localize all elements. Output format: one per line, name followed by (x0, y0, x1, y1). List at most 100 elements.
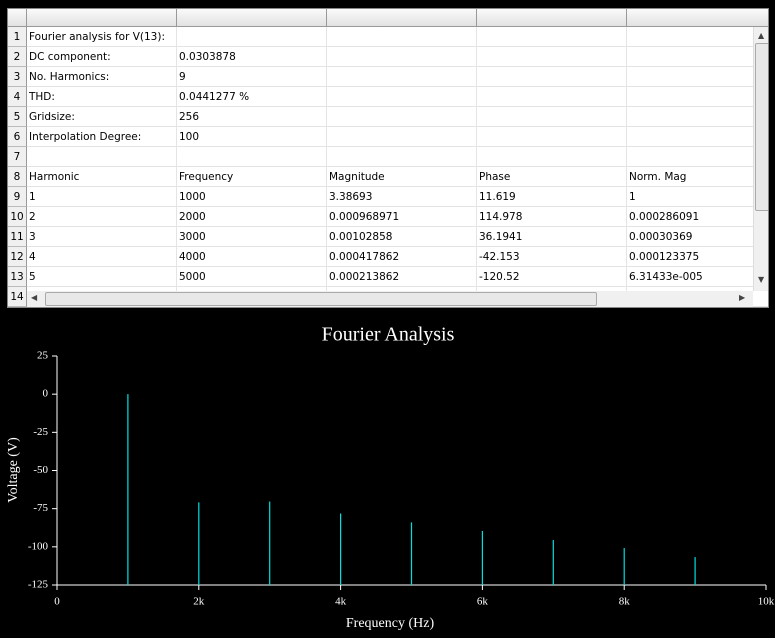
scroll-right[interactable]: ▶ (739, 293, 746, 302)
column-header[interactable] (627, 9, 768, 27)
row-number: 10 (8, 207, 27, 227)
table-cell (627, 67, 768, 87)
y-tick-label: -50 (33, 464, 48, 476)
table-cell: 0.000968971 (327, 207, 477, 227)
table-cell: Norm. Mag (627, 167, 768, 187)
row-number: 4 (8, 87, 27, 107)
scroll-thumb[interactable] (755, 43, 768, 211)
y-tick-label: 25 (37, 350, 49, 362)
table-cell (477, 127, 627, 147)
table-cell: 1 (627, 187, 768, 207)
table-cell: Gridsize: (27, 107, 177, 127)
table-cell: Harmonic (27, 167, 177, 187)
table-cell: 2000 (177, 207, 327, 227)
table-cell (477, 147, 627, 167)
table-cell (477, 27, 627, 47)
table-cell: 0.000417862 (327, 247, 477, 267)
y-tick-label: -75 (33, 502, 48, 514)
row-number: 13 (8, 267, 27, 287)
table-cell (477, 67, 627, 87)
table-cell: 0.0441277 % (177, 87, 327, 107)
scroll-left[interactable]: ◀ (31, 293, 38, 302)
y-tick-label: -100 (28, 540, 49, 552)
table-cell: 3.38693 (327, 187, 477, 207)
table-cell (627, 107, 768, 127)
results-table: 1 Fourier analysis for V(13): 2 DC componen… (7, 8, 769, 308)
table-cell (627, 27, 768, 47)
row-number: 1 (8, 27, 27, 47)
table-cell: 11.619 (477, 187, 627, 207)
scroll-down[interactable]: ▼ (758, 275, 765, 284)
table-cell (327, 47, 477, 67)
table-cell: 3000 (177, 227, 327, 247)
table-cell: Fourier analysis for V(13): (27, 27, 177, 47)
row-number: 12 (8, 247, 27, 267)
column-header[interactable] (177, 9, 327, 27)
x-tick-label: 4k (335, 596, 347, 608)
table-cell: 100 (177, 127, 327, 147)
x-tick-label: 0 (54, 596, 60, 608)
x-tick-label: 2k (193, 596, 205, 608)
row-number: 14 (8, 287, 27, 307)
table-cell: 114.978 (477, 207, 627, 227)
table-cell: 0.00030369 (627, 227, 768, 247)
vertical-scrollbar[interactable]: ▲ ▼ (753, 27, 768, 291)
row-number: 6 (8, 127, 27, 147)
table-cell: 0.00102858 (327, 227, 477, 247)
column-header[interactable] (327, 9, 477, 27)
row-number: 5 (8, 107, 27, 127)
y-axis-label: Voltage (V) (6, 437, 21, 503)
table-cell: 2 (27, 207, 177, 227)
table-cell: No. Harmonics: (27, 67, 177, 87)
table-cell (177, 147, 327, 167)
table-cell: 1 (27, 187, 177, 207)
row-number: 11 (8, 227, 27, 247)
table-cell (327, 107, 477, 127)
table-cell: 6.31433e-005 (627, 267, 768, 287)
table-cell (177, 27, 327, 47)
column-header[interactable] (27, 9, 177, 27)
x-tick-label: 8k (619, 596, 631, 608)
table-cell: 4 (27, 247, 177, 267)
table-cell: -120.52 (477, 267, 627, 287)
table-cell (477, 87, 627, 107)
table-cell: Magnitude (327, 167, 477, 187)
scroll-up[interactable]: ▲ (758, 31, 765, 40)
table-cell (477, 107, 627, 127)
column-header[interactable] (477, 9, 627, 27)
table-cell: Frequency (177, 167, 327, 187)
row-number: 9 (8, 187, 27, 207)
table-cell (627, 87, 768, 107)
chart: Fourier Analysis Frequency (Hz) Voltage … (6, 324, 775, 632)
table-cell: -42.153 (477, 247, 627, 267)
table-cell (327, 147, 477, 167)
table-cell: 5 (27, 267, 177, 287)
table-cell: 1000 (177, 187, 327, 207)
table-cell (477, 47, 627, 67)
table-cell: Phase (477, 167, 627, 187)
table-cell: 3 (27, 227, 177, 247)
y-tick-label: -125 (28, 579, 49, 591)
table-cell: 256 (177, 107, 327, 127)
table-cell (327, 67, 477, 87)
table-cell (327, 27, 477, 47)
scroll-thumb[interactable] (45, 292, 597, 306)
x-tick-label: 10k (758, 596, 775, 608)
row-number: 2 (8, 47, 27, 67)
x-axis-label: Frequency (Hz) (346, 616, 435, 631)
table-cell: 5000 (177, 267, 327, 287)
table-cell (627, 147, 768, 167)
table-cell (627, 47, 768, 67)
row-number: 3 (8, 67, 27, 87)
table-cell: 9 (177, 67, 327, 87)
table-cell (27, 147, 177, 167)
table-cell (327, 127, 477, 147)
horizontal-scrollbar[interactable]: ◀ ▶ (27, 291, 753, 307)
chart-title: Fourier Analysis (322, 324, 455, 346)
table-cell: DC component: (27, 47, 177, 67)
table-cell: 0.000123375 (627, 247, 768, 267)
table-cell: 4000 (177, 247, 327, 267)
table-cell: 36.1941 (477, 227, 627, 247)
corner-header (8, 9, 27, 27)
